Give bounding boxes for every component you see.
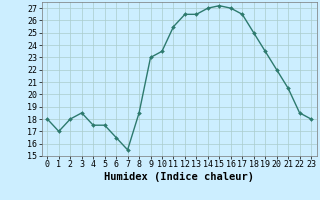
X-axis label: Humidex (Indice chaleur): Humidex (Indice chaleur)	[104, 172, 254, 182]
